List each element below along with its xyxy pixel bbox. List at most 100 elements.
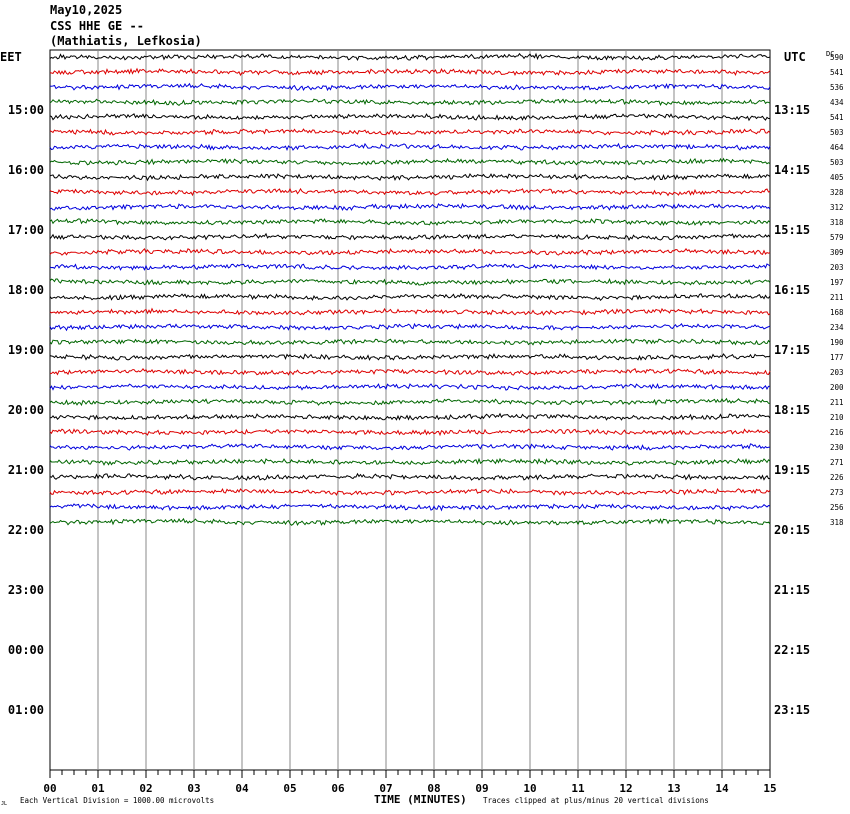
trace-2	[49, 67, 771, 77]
x-tick-label: 02	[139, 782, 152, 795]
x-tick-label: 13	[667, 782, 680, 795]
right-hour-label: 13:15	[774, 103, 810, 117]
trace-9	[49, 173, 771, 182]
dc-offset-label: 203	[830, 263, 844, 272]
corner-mark: JL	[1, 801, 7, 807]
right-hour-label: 22:15	[774, 643, 810, 657]
right-hour-label: 18:15	[774, 403, 810, 417]
trace-21	[49, 353, 771, 361]
trace-19	[49, 322, 771, 332]
dc-offset-label: 211	[830, 398, 844, 407]
left-hour-label: 23:00	[8, 583, 44, 597]
trace-1	[49, 52, 771, 61]
trace-29	[49, 472, 771, 481]
dc-offset-label: 211	[830, 293, 844, 302]
dc-offset-label: 226	[830, 473, 844, 482]
dc-offset-label: 405	[830, 173, 844, 182]
dc-offset-label: 464	[830, 143, 844, 152]
x-tick-label: 05	[283, 782, 296, 795]
dc-offset-label: 541	[830, 68, 844, 77]
dc-offset-label: 177	[830, 353, 844, 362]
left-hour-label: 18:00	[8, 283, 44, 297]
x-tick-label: 07	[379, 782, 392, 795]
dc-offset-label: 434	[830, 98, 844, 107]
trace-23	[49, 383, 771, 391]
x-tick-label: 12	[619, 782, 632, 795]
trace-4	[49, 98, 771, 107]
dc-offset-label: 579	[830, 233, 844, 242]
trace-20	[49, 338, 771, 346]
dc-offset-label: 273	[830, 488, 844, 497]
dc-offsets: 590 541 536 434 541 503 464 503 405 328 312 318 579 3…	[830, 53, 844, 527]
left-hour-label: 15:00	[8, 103, 44, 117]
trace-11	[49, 202, 771, 211]
x-tick-label: 11	[571, 782, 585, 795]
left-hour-label: 16:00	[8, 163, 44, 177]
x-tick-label: 09	[475, 782, 488, 795]
right-hour-axis: 13:15 14:15 15:15 16:15 17:15 18:15 19:15 20:15…	[774, 103, 810, 717]
trace-18	[49, 307, 771, 316]
trace-5	[49, 113, 771, 122]
dc-offset-label: 200	[830, 383, 844, 392]
trace-28	[49, 457, 771, 466]
station-label: CSS HHE GE --	[50, 19, 144, 33]
x-axis-label: TIME (MINUTES)	[374, 793, 467, 806]
left-hour-axis: 15:00 16:00 17:00 18:00 19:00 20:00 21:00 22:00…	[8, 103, 44, 717]
right-hour-label: 19:15	[774, 463, 810, 477]
seismic-traces	[49, 52, 771, 527]
left-hour-label: 22:00	[8, 523, 44, 537]
left-hour-label: 01:00	[8, 703, 44, 717]
right-hour-label: 23:15	[774, 703, 810, 717]
dc-offset-label: 503	[830, 128, 844, 137]
footer-right-note: Traces clipped at plus/minus 20 vertical…	[483, 796, 709, 805]
dc-offset-label: 190	[830, 338, 844, 347]
right-hour-label: 17:15	[774, 343, 810, 357]
x-tick-label: 14	[715, 782, 729, 795]
dc-offset-label: 536	[830, 83, 844, 92]
trace-7	[49, 142, 771, 151]
left-hour-label: 21:00	[8, 463, 44, 477]
x-tick-label: 01	[91, 782, 105, 795]
trace-8	[49, 157, 771, 166]
vertical-grid	[97, 50, 723, 770]
left-hour-label: 19:00	[8, 343, 44, 357]
dc-offset-label: 234	[830, 323, 844, 332]
trace-10	[49, 187, 771, 197]
x-tick-label: 15	[763, 782, 776, 795]
trace-16	[49, 278, 771, 286]
x-tick-label: 06	[331, 782, 345, 795]
dc-offset-label: 541	[830, 113, 844, 122]
x-tick-label: 08	[427, 782, 440, 795]
dc-offset-label: 216	[830, 428, 844, 437]
right-axis-label: UTC	[784, 50, 806, 64]
dc-offset-label: 197	[830, 278, 844, 287]
trace-6	[49, 128, 771, 136]
trace-12	[49, 218, 771, 227]
left-hour-label: 00:00	[8, 643, 44, 657]
trace-30	[49, 488, 771, 497]
plot-frame	[49, 49, 771, 771]
x-tick-label: 03	[187, 782, 200, 795]
left-axis-label: EET	[0, 50, 22, 64]
trace-32	[49, 517, 771, 527]
dc-header-label: DC	[826, 50, 834, 58]
dc-offset-label: 318	[830, 518, 844, 527]
x-axis: 00 01 02 03 04 05 06 07 08 09 10 11 12 13 14 15	[43, 770, 777, 795]
right-hour-label: 21:15	[774, 583, 810, 597]
x-tick-label: 10	[523, 782, 536, 795]
dc-offset-label: 168	[830, 308, 844, 317]
trace-26	[49, 428, 771, 437]
left-hour-label: 17:00	[8, 223, 44, 237]
dc-offset-label: 256	[830, 503, 844, 512]
trace-15	[49, 263, 771, 271]
trace-22	[49, 367, 771, 376]
dc-offset-label: 503	[830, 158, 844, 167]
right-hour-label: 14:15	[774, 163, 810, 177]
trace-31	[49, 503, 771, 512]
date-label: May10,2025	[50, 3, 123, 17]
right-hour-label: 15:15	[774, 223, 810, 237]
x-tick-label: 04	[235, 782, 249, 795]
trace-25	[49, 412, 771, 421]
trace-14	[49, 247, 771, 256]
